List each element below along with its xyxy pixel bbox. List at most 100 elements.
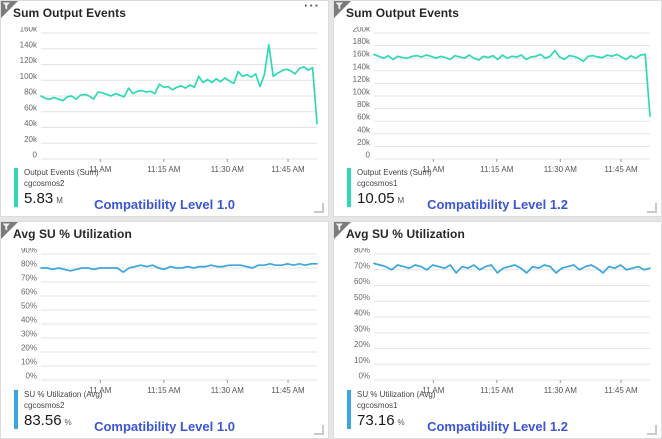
svg-text:11:15 AM: 11:15 AM	[147, 165, 181, 174]
line-chart[interactable]: 90% 80% 70% 60% 50% 40% 30% 20% 10% 0% 11 AM 11:15 …	[5, 248, 325, 400]
svg-text:11 AM: 11 AM	[89, 165, 111, 174]
legend-color-bar	[347, 168, 351, 207]
svg-text:0: 0	[33, 151, 38, 160]
legend-value: 10.05	[357, 190, 395, 207]
svg-text:0%: 0%	[25, 372, 37, 381]
compatibility-label: Compatibility Level 1.0	[94, 419, 235, 434]
svg-text:60k: 60k	[24, 103, 38, 112]
legend-unit: M	[56, 196, 63, 205]
svg-text:0%: 0%	[358, 372, 370, 381]
svg-text:11:45 AM: 11:45 AM	[604, 165, 638, 174]
svg-text:11:15 AM: 11:15 AM	[147, 386, 181, 395]
svg-text:80%: 80%	[354, 248, 370, 255]
chart-legend: Output Events (Sum) cgcosmos1 10.05 M	[347, 168, 432, 207]
svg-text:20k: 20k	[357, 138, 371, 147]
svg-text:11:15 AM: 11:15 AM	[480, 165, 514, 174]
line-chart[interactable]: 200k 180k 160k 140k 120k 100k 80k 60k 40k 20k 0 11 …	[338, 27, 658, 179]
legend-unit: M	[397, 196, 405, 205]
svg-text:11 AM: 11 AM	[422, 165, 444, 174]
tile-title: Avg SU % Utilization	[346, 227, 465, 241]
compatibility-label: Compatibility Level 1.0	[94, 197, 235, 212]
svg-text:90%: 90%	[21, 248, 37, 255]
funnel-icon	[2, 2, 10, 10]
resize-handle[interactable]	[647, 203, 657, 213]
svg-text:160k: 160k	[20, 27, 38, 34]
svg-text:80k: 80k	[357, 100, 371, 109]
legend-unit: %	[64, 418, 72, 427]
tile-avg-su-utilization-cl10[interactable]: Avg SU % Utilization 90% 80% 70% 60% 50% 40% 3…	[0, 221, 329, 439]
legend-unit: %	[397, 418, 405, 427]
resize-handle[interactable]	[647, 425, 657, 435]
svg-text:11:30 AM: 11:30 AM	[544, 386, 578, 395]
svg-text:140k: 140k	[353, 62, 371, 71]
line-chart[interactable]: 160k 140k 120k 100k 80k 60k 40k 20k 0 11 AM 11:15 …	[5, 27, 325, 179]
svg-text:10%: 10%	[354, 356, 370, 365]
chart-legend: Output Events (Sum) cgcosmos2 5.83 M	[14, 168, 99, 207]
legend-resource: cgcosmos2	[24, 400, 65, 410]
line-chart[interactable]: 80% 70% 60% 50% 40% 30% 20% 10% 0% 11 AM 11:15 AM 1…	[338, 248, 658, 400]
svg-text:120k: 120k	[353, 75, 371, 84]
legend-color-bar	[14, 168, 18, 207]
legend-metric: SU % Utilization (Avg)	[24, 390, 103, 400]
tile-sum-output-events-cl10[interactable]: Sum Output Events ··· 160k 140k 120k 100k 80…	[0, 0, 329, 217]
svg-text:11:45 AM: 11:45 AM	[271, 165, 305, 174]
svg-text:20%: 20%	[354, 340, 370, 349]
legend-metric: SU % Utilization (Avg)	[357, 390, 436, 400]
svg-text:30%: 30%	[354, 324, 370, 333]
resize-handle[interactable]	[314, 203, 324, 213]
funnel-icon	[335, 223, 343, 231]
svg-text:80k: 80k	[24, 88, 38, 97]
legend-resource: cgcosmos1	[357, 400, 398, 410]
svg-text:11:15 AM: 11:15 AM	[480, 386, 514, 395]
svg-text:70%: 70%	[354, 261, 370, 270]
svg-text:50%: 50%	[354, 293, 370, 302]
tile-sum-output-events-cl12[interactable]: Sum Output Events 200k 180k 160k 140k 120k 10…	[333, 0, 662, 217]
legend-color-bar	[347, 390, 351, 429]
svg-text:100k: 100k	[353, 88, 371, 97]
svg-text:100k: 100k	[20, 72, 38, 81]
legend-resource: cgcosmos1	[357, 178, 398, 188]
svg-text:40%: 40%	[354, 309, 370, 318]
more-options-button[interactable]: ···	[304, 0, 320, 13]
svg-text:11:45 AM: 11:45 AM	[271, 386, 305, 395]
svg-text:20k: 20k	[24, 135, 38, 144]
svg-text:60k: 60k	[357, 113, 371, 122]
svg-text:40%: 40%	[21, 316, 37, 325]
svg-text:11:30 AM: 11:30 AM	[211, 165, 245, 174]
svg-text:80%: 80%	[21, 260, 37, 269]
svg-text:160k: 160k	[353, 50, 371, 59]
chart-legend: SU % Utilization (Avg) cgcosmos2 83.56 %	[14, 390, 103, 429]
compatibility-label: Compatibility Level 1.2	[427, 197, 568, 212]
svg-text:20%: 20%	[21, 344, 37, 353]
svg-text:40k: 40k	[24, 119, 38, 128]
svg-text:70%: 70%	[21, 274, 37, 283]
svg-text:60%: 60%	[21, 288, 37, 297]
legend-value: 83.56	[24, 412, 62, 429]
svg-text:11 AM: 11 AM	[422, 386, 444, 395]
compatibility-label: Compatibility Level 1.2	[427, 419, 568, 434]
svg-text:180k: 180k	[353, 37, 371, 46]
svg-text:10%: 10%	[21, 358, 37, 367]
svg-text:11:30 AM: 11:30 AM	[211, 386, 245, 395]
svg-text:200k: 200k	[353, 27, 371, 34]
svg-text:140k: 140k	[20, 40, 38, 49]
svg-text:50%: 50%	[21, 302, 37, 311]
legend-metric: Output Events (Sum)	[24, 168, 99, 178]
resize-handle[interactable]	[314, 425, 324, 435]
svg-text:30%: 30%	[21, 330, 37, 339]
tile-title: Avg SU % Utilization	[13, 227, 132, 241]
svg-text:60%: 60%	[354, 277, 370, 286]
tile-avg-su-utilization-cl12[interactable]: Avg SU % Utilization 80% 70% 60% 50% 40% 30% 2…	[333, 221, 662, 439]
svg-text:0: 0	[366, 151, 371, 160]
svg-text:11 AM: 11 AM	[89, 386, 111, 395]
tile-title: Sum Output Events	[13, 6, 127, 20]
funnel-icon	[2, 223, 10, 231]
legend-value: 73.16	[357, 412, 395, 429]
svg-text:40k: 40k	[357, 125, 371, 134]
legend-color-bar	[14, 390, 18, 429]
legend-resource: cgcosmos2	[24, 178, 65, 188]
svg-text:11:30 AM: 11:30 AM	[544, 165, 578, 174]
tile-title: Sum Output Events	[346, 6, 460, 20]
chart-legend: SU % Utilization (Avg) cgcosmos1 73.16 %	[347, 390, 436, 429]
